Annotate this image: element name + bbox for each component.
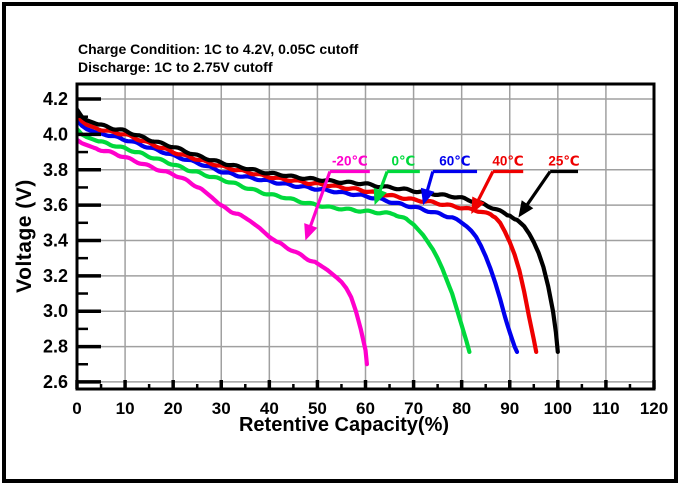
callout-0℃: 0℃ bbox=[373, 154, 420, 206]
y-tick-label: 3.6 bbox=[43, 195, 68, 215]
x-tick-label: 60 bbox=[356, 399, 375, 418]
y-tick-label: 4.0 bbox=[43, 124, 68, 144]
y-axis-title: Voltage (V) bbox=[13, 179, 36, 293]
y-tick-label: 3.2 bbox=[43, 266, 68, 286]
gridlines bbox=[77, 84, 654, 389]
arrowhead-icon bbox=[373, 187, 387, 206]
x-axis-title: Retentive Capacity(%) bbox=[238, 414, 450, 436]
charge-condition-line1: Charge Condition: 1C to 4.2V, 0.05C cuto… bbox=[78, 41, 359, 57]
discharge-condition-line2: Discharge: 1C to 2.75V cutoff bbox=[78, 59, 273, 75]
x-tick-label: 90 bbox=[500, 399, 519, 418]
callout--20℃: -20℃ bbox=[304, 154, 370, 241]
x-tick-label: 80 bbox=[452, 399, 471, 418]
x-tick-label: 0 bbox=[72, 399, 81, 418]
callout-40℃: 40℃ bbox=[471, 154, 524, 214]
curve-40℃ bbox=[77, 112, 539, 354]
x-tick-label: 10 bbox=[116, 399, 135, 418]
arrowhead-icon bbox=[420, 187, 435, 206]
y-tick-label: 3.4 bbox=[43, 230, 68, 250]
y-tick-label: 3.0 bbox=[43, 301, 68, 321]
x-tick-label: 50 bbox=[308, 399, 327, 418]
x-tick-label: 70 bbox=[404, 399, 423, 418]
x-tick-label: 110 bbox=[592, 399, 619, 418]
curve-0℃ bbox=[77, 127, 472, 354]
temperature-callouts: -20℃ 0℃ 60℃ 40℃ 25℃ bbox=[304, 154, 580, 241]
y-tick-label: 2.8 bbox=[43, 337, 68, 357]
y-tick-label: 4.2 bbox=[43, 89, 68, 109]
x-tick-label: 20 bbox=[164, 399, 183, 418]
x-tick-label: 30 bbox=[212, 399, 231, 418]
temperature-label: 40℃ bbox=[492, 154, 523, 169]
curve-60℃ bbox=[77, 118, 520, 354]
arrowhead-icon bbox=[518, 200, 534, 218]
arrowhead-icon bbox=[304, 223, 318, 241]
callout-60℃: 60℃ bbox=[420, 154, 478, 206]
callout-25℃: 25℃ bbox=[518, 154, 580, 218]
temperature-label: -20℃ bbox=[332, 154, 368, 169]
temperature-label: 25℃ bbox=[548, 154, 579, 169]
y-tick-label: 3.8 bbox=[43, 160, 68, 180]
x-tick-label: 40 bbox=[260, 399, 279, 418]
temperature-label: 0℃ bbox=[392, 154, 416, 169]
tick-labels: 4.2 4.0 3.8 3.6 3.4 3.2 3.0 2.8 2.60 10 20 30 40 50 60… bbox=[43, 89, 668, 418]
y-tick-label: 2.6 bbox=[43, 372, 68, 392]
arrowhead-icon bbox=[471, 196, 485, 214]
temperature-label: 60℃ bbox=[439, 154, 470, 169]
x-tick-label: 120 bbox=[640, 399, 668, 418]
plot-border bbox=[75, 82, 656, 391]
x-tick-label: 100 bbox=[544, 399, 572, 418]
charge-condition-text: Charge Condition: 1C to 4.2V, 0.05C cuto… bbox=[78, 40, 358, 76]
curve--20℃ bbox=[77, 137, 369, 367]
